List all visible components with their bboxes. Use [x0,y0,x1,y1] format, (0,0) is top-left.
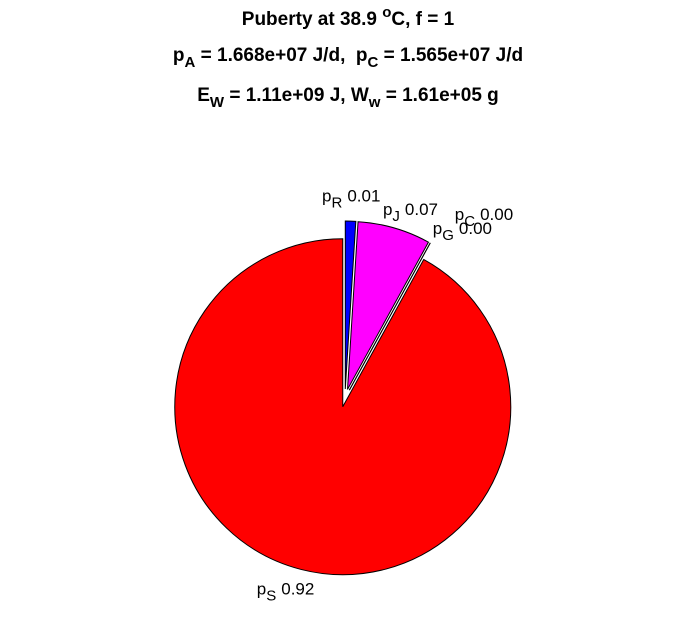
pie-slice [347,221,430,390]
pie-slice [348,242,431,391]
slice-label: pJ 0.07 [383,201,438,225]
slice-label: pC 0.00 [455,205,513,229]
label-value: 0.92 [281,580,314,599]
text-run: A [185,54,196,71]
text-run: E [197,85,210,106]
text-run: o [382,4,391,21]
text-run: = 1.61e+05 g [380,85,498,106]
slice-label: pG 0.00 [433,219,492,243]
chart-title: EW = 1.11e+09 J, Ww = 1.61e+05 g [197,85,499,111]
label-name: p [257,580,266,599]
text-run: W [210,94,225,111]
pie-slice [344,220,357,390]
text-run: = 1.11e+09 J, W [224,85,369,106]
label-name: p [322,187,331,206]
text-run: C [368,54,379,71]
text-run: = 1.668e+07 J/d, p [195,45,367,66]
text-run: w [368,94,381,111]
label-value: 0.07 [405,201,438,220]
text-run: Puberty at 38.9 [242,9,382,30]
label-sub: J [392,208,400,225]
text-run: C, f = 1 [391,9,454,30]
label-name: p [433,219,442,238]
label-name: p [383,201,392,220]
text-run: p [173,45,185,66]
label-sub: G [442,227,454,244]
label-sub: R [332,194,343,211]
label-value: 0.00 [459,219,492,238]
label-value: 0.00 [480,205,513,224]
slice-label: pR 0.01 [322,187,380,211]
slice-label: pS 0.92 [257,580,315,604]
text-run: = 1.565e+07 J/d [378,45,523,66]
chart-title: pA = 1.668e+07 J/d, pC = 1.565e+07 J/d [173,45,523,71]
pie-slice [174,238,512,576]
label-sub: S [266,588,276,605]
label-value: 0.01 [347,187,380,206]
label-sub: C [464,213,475,230]
chart-title: Puberty at 38.9 oC, f = 1 [242,4,455,30]
label-name: p [455,205,464,224]
